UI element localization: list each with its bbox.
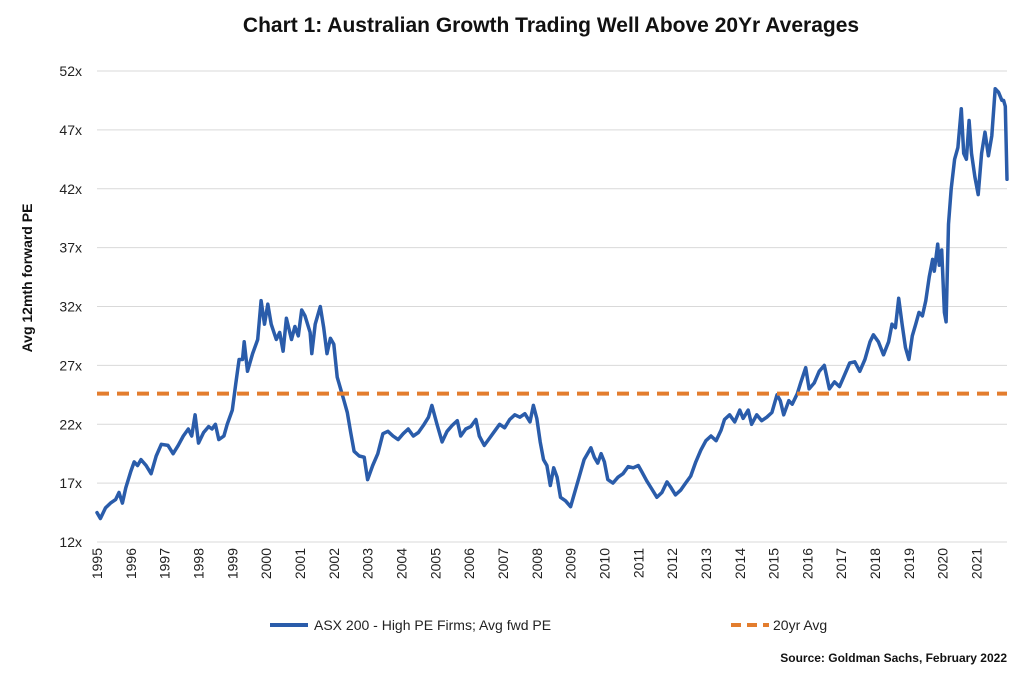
x-tick-label: 2000 bbox=[258, 548, 274, 579]
x-tick-label: 1999 bbox=[224, 548, 240, 579]
x-tick-label: 2010 bbox=[596, 548, 612, 579]
chart-title: Chart 1: Australian Growth Trading Well … bbox=[243, 14, 859, 37]
x-tick-label: 2020 bbox=[935, 548, 951, 579]
y-tick-label: 32x bbox=[59, 299, 82, 315]
x-tick-label: 2001 bbox=[292, 548, 308, 579]
x-tick-label: 2016 bbox=[799, 548, 815, 579]
source-note: Source: Goldman Sachs, February 2022 bbox=[780, 651, 1007, 665]
legend-label-series-1: 20yr Avg bbox=[773, 617, 827, 633]
x-tick-label: 2002 bbox=[326, 548, 342, 579]
y-tick-label: 37x bbox=[59, 240, 82, 256]
x-tick-label: 2003 bbox=[360, 548, 376, 579]
y-tick-labels: 12x 17x 22x 27x 32x 37x 42x 47x 52x bbox=[59, 63, 82, 550]
x-tick-label: 2015 bbox=[766, 548, 782, 579]
x-tick-label: 1995 bbox=[89, 548, 105, 579]
x-tick-label: 2021 bbox=[969, 548, 985, 579]
x-tick-label: 2013 bbox=[698, 548, 714, 579]
legend: ASX 200 - High PE Firms; Avg fwd PE 20yr… bbox=[270, 617, 827, 633]
x-tick-labels: 1995 1996 1997 1998 1999 2000 2001 2002 2003 2004… bbox=[89, 548, 985, 579]
x-tick-label: 2011 bbox=[630, 548, 646, 578]
x-tick-label: 2017 bbox=[833, 548, 849, 579]
x-tick-label: 2014 bbox=[732, 548, 748, 579]
y-tick-label: 42x bbox=[59, 181, 82, 197]
x-tick-label: 1996 bbox=[123, 548, 139, 579]
x-tick-label: 2005 bbox=[427, 548, 443, 579]
x-tick-label: 2018 bbox=[867, 548, 883, 579]
x-tick-label: 2006 bbox=[461, 548, 477, 579]
x-tick-label: 2008 bbox=[529, 548, 545, 579]
y-tick-label: 27x bbox=[59, 357, 82, 373]
x-tick-label: 2004 bbox=[393, 548, 409, 579]
series-line-0 bbox=[95, 86, 1009, 521]
x-tick-label: 1998 bbox=[190, 548, 206, 579]
y-tick-label: 52x bbox=[59, 63, 82, 79]
x-tick-label: 2009 bbox=[563, 548, 579, 579]
y-tick-label: 47x bbox=[59, 122, 82, 138]
x-tick-label: 2019 bbox=[901, 548, 917, 579]
x-tick-label: 2007 bbox=[495, 548, 511, 579]
y-axis-label: Avg 12mth forward PE bbox=[19, 204, 35, 353]
x-tick-label: 1997 bbox=[157, 548, 173, 579]
y-tick-label: 22x bbox=[59, 416, 82, 432]
legend-label-series-0: ASX 200 - High PE Firms; Avg fwd PE bbox=[314, 617, 551, 633]
series-lines bbox=[95, 86, 1009, 521]
y-tick-label: 12x bbox=[59, 534, 82, 550]
x-tick-label: 2012 bbox=[664, 548, 680, 579]
y-tick-label: 17x bbox=[59, 475, 82, 491]
